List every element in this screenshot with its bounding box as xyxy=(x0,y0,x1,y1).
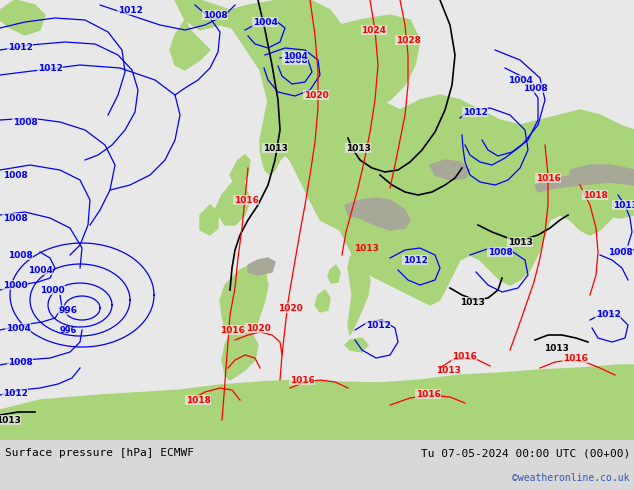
Polygon shape xyxy=(535,175,634,192)
Text: 1012: 1012 xyxy=(595,310,621,318)
Polygon shape xyxy=(345,198,410,230)
Text: 1013: 1013 xyxy=(543,343,569,352)
Text: 1008: 1008 xyxy=(283,55,307,65)
Polygon shape xyxy=(315,290,330,312)
Polygon shape xyxy=(222,325,258,380)
Polygon shape xyxy=(200,205,218,235)
Text: 1012: 1012 xyxy=(463,107,488,117)
Text: 1008: 1008 xyxy=(3,171,27,179)
Polygon shape xyxy=(335,15,420,110)
Text: 1013: 1013 xyxy=(460,297,484,307)
Text: 1008: 1008 xyxy=(522,83,547,93)
Text: 1004: 1004 xyxy=(508,75,533,84)
Text: 1012: 1012 xyxy=(8,43,32,51)
Text: 1008: 1008 xyxy=(3,214,27,222)
Text: 1008: 1008 xyxy=(8,358,32,367)
Text: 1008: 1008 xyxy=(488,247,512,256)
Text: 1008: 1008 xyxy=(203,10,228,20)
Text: 1013: 1013 xyxy=(346,144,370,152)
Text: 1028: 1028 xyxy=(396,35,420,45)
Text: 1004: 1004 xyxy=(6,323,30,333)
Text: ©weatheronline.co.uk: ©weatheronline.co.uk xyxy=(512,473,630,483)
Polygon shape xyxy=(570,165,634,180)
Text: 1000: 1000 xyxy=(3,280,27,290)
Text: 1013: 1013 xyxy=(436,366,460,374)
Polygon shape xyxy=(175,0,340,55)
Text: 996: 996 xyxy=(58,305,77,315)
Polygon shape xyxy=(215,175,250,225)
Polygon shape xyxy=(260,40,634,305)
Text: 1016: 1016 xyxy=(219,325,245,335)
Text: 1012: 1012 xyxy=(37,64,62,73)
Text: 1016: 1016 xyxy=(290,375,314,385)
Text: 1013: 1013 xyxy=(354,244,378,252)
Text: 1008: 1008 xyxy=(13,118,37,126)
Text: Tu 07-05-2024 00:00 UTC (00+00): Tu 07-05-2024 00:00 UTC (00+00) xyxy=(421,448,630,458)
Text: 996: 996 xyxy=(60,325,77,335)
Text: 1016: 1016 xyxy=(451,351,476,361)
Polygon shape xyxy=(530,170,634,218)
Text: 1012: 1012 xyxy=(366,320,391,329)
Polygon shape xyxy=(345,338,368,352)
Text: 1013: 1013 xyxy=(262,144,287,152)
Polygon shape xyxy=(230,0,370,145)
Text: 1016: 1016 xyxy=(536,173,560,182)
Text: 1012: 1012 xyxy=(403,255,427,265)
Polygon shape xyxy=(426,268,445,295)
Text: 1013: 1013 xyxy=(508,238,533,246)
Text: 1016: 1016 xyxy=(233,196,259,204)
Text: 1020: 1020 xyxy=(245,323,270,333)
Polygon shape xyxy=(408,185,470,270)
Text: 1013: 1013 xyxy=(0,416,20,424)
Text: 1004: 1004 xyxy=(27,266,53,274)
Polygon shape xyxy=(328,265,340,283)
Text: 1004: 1004 xyxy=(283,51,307,60)
Polygon shape xyxy=(0,365,634,440)
Text: 1018: 1018 xyxy=(583,191,607,199)
Polygon shape xyxy=(220,262,268,345)
Polygon shape xyxy=(430,160,470,180)
Text: 1024: 1024 xyxy=(361,25,387,34)
Text: 1012: 1012 xyxy=(3,389,27,397)
Text: 1004: 1004 xyxy=(252,18,278,26)
Text: 1020: 1020 xyxy=(278,303,302,313)
Polygon shape xyxy=(288,140,310,170)
Polygon shape xyxy=(248,258,275,275)
Polygon shape xyxy=(348,250,370,335)
Text: 1008: 1008 xyxy=(607,247,632,256)
Text: 1008: 1008 xyxy=(8,250,32,260)
Text: 1013: 1013 xyxy=(612,200,634,210)
Text: Surface pressure [hPa] ECMWF: Surface pressure [hPa] ECMWF xyxy=(5,448,194,458)
Polygon shape xyxy=(170,20,210,70)
Text: 1016: 1016 xyxy=(562,353,588,363)
Text: 1012: 1012 xyxy=(117,5,143,15)
Polygon shape xyxy=(0,0,45,35)
Text: 1020: 1020 xyxy=(304,91,328,99)
Text: 1018: 1018 xyxy=(186,395,210,405)
Text: 1000: 1000 xyxy=(40,286,64,294)
Polygon shape xyxy=(230,155,250,185)
Text: 1016: 1016 xyxy=(415,390,441,398)
